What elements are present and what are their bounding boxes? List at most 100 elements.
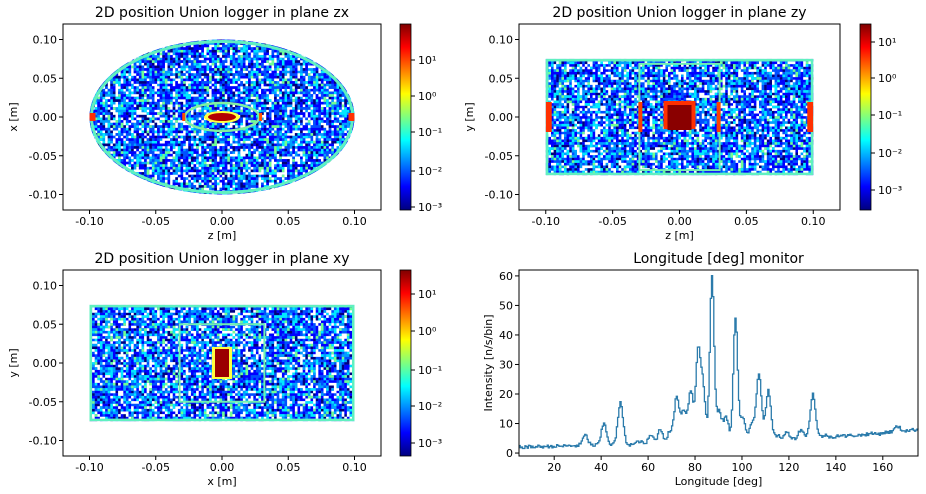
density-cells [545,58,814,176]
y-tick-label: 0.00 [489,111,514,124]
x-tick-label: 0.10 [342,215,367,228]
y-tick-label: 50 [499,299,513,312]
colorbar-tick-label: 10⁻³ [878,184,902,197]
density-cells [89,39,355,195]
x-tick-label: 20 [547,461,561,474]
x-tick-label: 80 [688,461,702,474]
x-tick-label: 120 [778,461,799,474]
edge-marker-left [545,102,552,132]
y-tick-label: 0.05 [33,318,58,331]
x-tick-label: -0.05 [142,461,170,474]
y-tick-label: 0.00 [33,111,58,124]
y-tick-label: 0.10 [33,34,58,47]
colorbar-tick-label: 10⁻³ [418,437,442,450]
x-axis-label: z [m] [665,229,694,242]
chart-title: 2D position Union logger in plane zy [552,5,806,21]
y-tick-label: 60 [499,270,513,283]
colorbar-tick-label: 10¹ [878,36,896,49]
colorbar-tick-label: 10¹ [418,288,436,301]
outer-rim [89,304,355,422]
x-axis-label: Longitude [deg] [675,475,763,488]
y-tick-label: 40 [499,329,513,342]
density-field [89,304,355,422]
y-tick-label: 0.05 [33,72,58,85]
colorbar-tick-label: 10⁻² [878,147,902,160]
colorbar-tick-label: 10⁻¹ [418,364,442,377]
axes-frame [518,269,919,457]
y-axis-label: y [m] [7,348,20,377]
x-tick-label: 160 [872,461,893,474]
core [215,349,229,377]
x-tick-label: 0.00 [210,215,235,228]
colorbar-tick-label: 10⁰ [878,72,897,85]
colorbar-tick-label: 10⁻¹ [878,109,902,122]
x-tick-label: 0.05 [734,215,759,228]
x-tick-label: 0.10 [342,461,367,474]
colorbar-tick-label: 10⁰ [418,325,437,338]
heatmap-panel-1: -0.10 -0.05 0.00 0.05 0.10 0.10 0.05 0.00 -0.05 -… [463,5,902,242]
x-axis-label: x [m] [207,475,236,488]
intensity-series-line [519,275,919,450]
inner-marker-left [182,113,186,121]
x-tick-label: -0.10 [532,215,560,228]
edge-marker-left [89,113,96,121]
y-tick-label: 0.10 [33,280,58,293]
x-tick-label: 0.00 [210,461,235,474]
core [208,113,236,121]
x-tick-label: 40 [594,461,608,474]
heatmap-panel-0: -0.10 -0.05 0.00 0.05 0.10 0.10 0.05 0.00 -0.05 -… [7,5,442,242]
density-field [545,58,814,176]
density-cells [545,58,814,176]
heatmap-panel-2: -0.10 -0.05 0.00 0.05 0.10 0.10 0.05 0.00 -0.05 -… [7,251,442,488]
inner-marker-right [716,102,721,132]
chart-title: 2D position Union logger in plane xy [94,251,349,267]
colorbar [399,23,412,211]
y-tick-label: 0 [506,447,513,460]
y-tick-label: -0.10 [29,189,57,202]
inner-marker-left [638,102,643,132]
y-tick-label: -0.05 [29,150,57,163]
y-tick-label: 0.05 [489,72,514,85]
chart-title: 2D position Union logger in plane zx [95,5,349,21]
edge-marker-right [807,102,814,132]
inner-marker-right [259,113,263,121]
x-tick-label: 0.05 [276,461,301,474]
density-cells [545,58,814,176]
y-tick-label: 10 [499,418,513,431]
y-tick-label: 30 [499,358,513,371]
x-tick-label: 0.00 [667,215,692,228]
y-tick-label: -0.10 [485,189,513,202]
x-tick-label: 0.05 [276,215,301,228]
x-tick-label: -0.05 [598,215,626,228]
x-tick-label: -0.10 [75,215,103,228]
y-tick-label: -0.05 [29,396,57,409]
y-tick-label: -0.05 [485,150,513,163]
chart-title: Longitude [deg] monitor [633,251,804,267]
line-panel: 20 40 60 80 100 120 140 160 0 10 20 30 40 50 60 Longitu… [482,251,919,488]
colorbar-tick-label: 10⁻² [418,165,442,178]
y-axis-label: x [m] [7,102,20,131]
x-tick-label: 60 [641,461,655,474]
density-cells [89,304,355,422]
y-axis-label: Intensity [n/s/bin] [482,314,495,411]
x-tick-label: -0.10 [75,461,103,474]
y-tick-label: 20 [499,388,513,401]
colorbar [859,23,872,211]
density-field [89,39,355,195]
x-axis-label: z [m] [208,229,237,242]
y-tick-label: 0.10 [489,34,514,47]
y-tick-label: 0.00 [33,357,58,370]
colorbar-tick-label: 10⁻³ [418,201,442,214]
edge-marker-right [348,113,355,121]
y-axis-label: y [m] [463,102,476,131]
x-tick-label: 140 [825,461,846,474]
colorbar-tick-label: 10⁰ [418,90,437,103]
x-tick-label: 0.10 [801,215,826,228]
density-cells [545,58,814,176]
density-cells [545,58,814,176]
colorbar-tick-label: 10⁻² [418,400,442,413]
colorbar-tick-label: 10⁻¹ [418,126,442,139]
colorbar-tick-label: 10¹ [418,54,436,67]
x-tick-label: -0.05 [142,215,170,228]
